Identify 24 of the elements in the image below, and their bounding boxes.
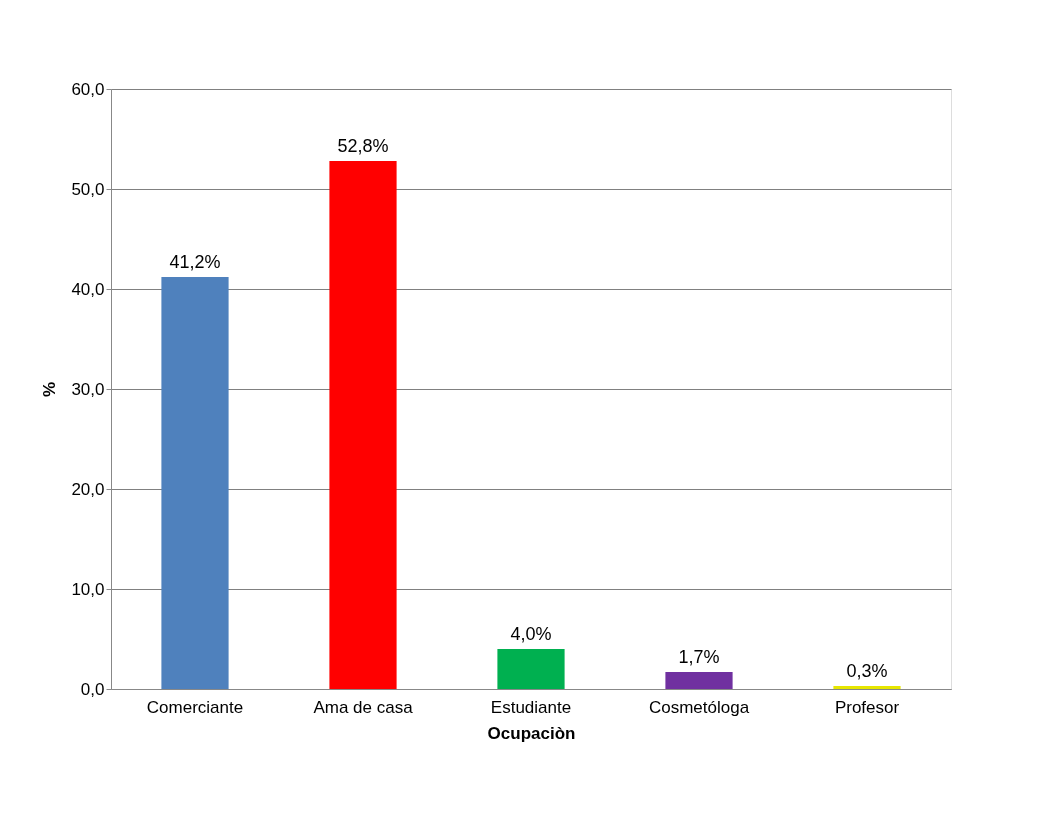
data-label: 4,0%	[510, 624, 552, 644]
y-tick-label: 40,0	[71, 279, 105, 299]
y-tick-label: 20,0	[71, 479, 105, 499]
x-tick-label: Profesor	[834, 697, 900, 717]
x-tick-label: Estudiante	[490, 697, 572, 717]
data-label: 1,7%	[678, 647, 720, 667]
data-label: 0,3%	[846, 661, 888, 681]
bar	[833, 686, 901, 689]
x-axis-title: Ocupaciòn	[487, 723, 576, 743]
bar	[497, 649, 565, 689]
y-axis-title: %	[40, 381, 60, 398]
bar	[329, 161, 397, 689]
data-label: 41,2%	[169, 252, 221, 272]
y-tick-label: 10,0	[71, 579, 105, 599]
y-tick-label: 0,0	[80, 679, 105, 699]
x-tick-label: Cosmetóloga	[648, 697, 750, 717]
y-tick-label: 60,0	[71, 79, 105, 99]
x-tick-label: Comerciante	[146, 697, 244, 717]
y-tick-label: 50,0	[71, 179, 105, 199]
x-tick-label: Ama de casa	[313, 697, 414, 717]
y-tick-label: 30,0	[71, 379, 105, 399]
bar	[161, 277, 229, 689]
data-label: 52,8%	[337, 136, 389, 156]
bar	[665, 672, 733, 689]
